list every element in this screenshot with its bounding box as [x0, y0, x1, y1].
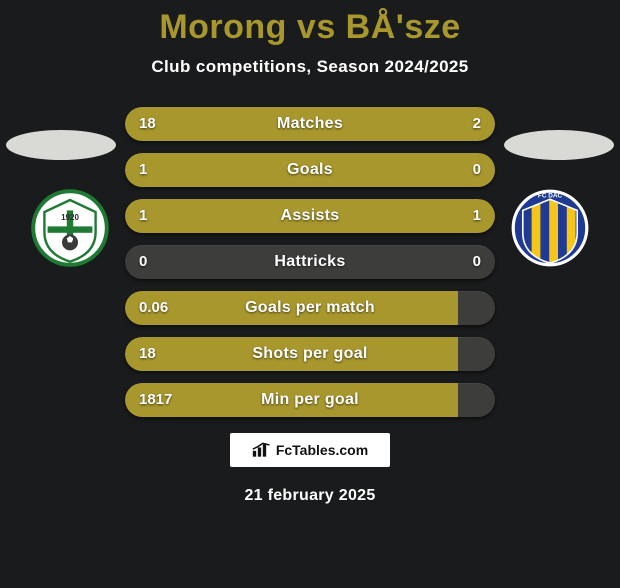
stat-fill-left: [125, 153, 495, 187]
stat-fill-left: [125, 291, 458, 325]
club-badge-right: FC DAC: [500, 188, 600, 268]
stat-fill-left: [125, 383, 458, 417]
player-left-name: Morong: [159, 8, 287, 46]
stat-fill-left: [125, 337, 458, 371]
stat-fill-right: [310, 199, 495, 233]
player-right-name: BÅ'sze: [346, 8, 461, 46]
stats-bars: 182Matches 10Goals 11Assists 0 0Hattricks 0.0…: [125, 107, 495, 417]
page-title: Morong vs BÅ'sze: [0, 8, 620, 47]
stat-row: 182Matches: [125, 107, 495, 141]
date: 21 february 2025: [0, 487, 620, 505]
chart-icon: [252, 442, 272, 458]
fctables-logo[interactable]: FcTables.com: [230, 433, 390, 467]
stat-label: Hattricks: [125, 245, 495, 279]
stat-row: 0 0Hattricks: [125, 245, 495, 279]
stat-value-left: 0: [139, 245, 147, 279]
fctables-logo-text: FcTables.com: [276, 442, 368, 458]
stat-row: 1817Min per goal: [125, 383, 495, 417]
stat-fill-right: [458, 107, 495, 141]
stat-fill-left: [125, 107, 458, 141]
stat-row: 11Assists: [125, 199, 495, 233]
player-right-head-placeholder: [504, 130, 614, 160]
stat-row: 18Shots per goal: [125, 337, 495, 371]
svg-text:1920: 1920: [61, 213, 79, 222]
club-badge-left: 1920: [20, 188, 120, 268]
stat-row: 0.06Goals per match: [125, 291, 495, 325]
svg-text:FC DAC: FC DAC: [538, 193, 563, 200]
player-left-head-placeholder: [6, 130, 116, 160]
stat-row: 10Goals: [125, 153, 495, 187]
shield-icon: 1920: [20, 188, 120, 268]
title-vs: vs: [297, 8, 346, 46]
shield-icon: FC DAC: [500, 188, 600, 268]
stat-value-right: 0: [473, 245, 481, 279]
stat-fill-left: [125, 199, 310, 233]
subtitle: Club competitions, Season 2024/2025: [0, 57, 620, 77]
